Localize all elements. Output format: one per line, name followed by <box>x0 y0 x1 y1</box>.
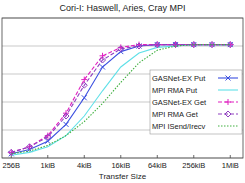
x-tick-label: 256B <box>3 161 21 170</box>
plot-area <box>8 42 233 157</box>
series-marker <box>8 149 14 155</box>
x-tick-label: 1MiB <box>222 161 239 170</box>
x-tick <box>193 155 194 158</box>
series-marker <box>173 42 179 48</box>
x-axis-label: Transfer Size <box>99 172 147 181</box>
series-line <box>11 45 230 156</box>
x-tick <box>84 155 85 158</box>
chart: Cori-I: Haswell, Aries, Cray MPI 256B 1kiB… <box>0 0 245 183</box>
legend-label: GASNet-EX Get <box>152 98 207 107</box>
series-marker <box>82 95 87 100</box>
x-tick-label: 256kiB <box>182 161 205 170</box>
series-marker <box>118 46 124 52</box>
legend-marker <box>225 111 231 117</box>
series-marker <box>100 53 106 59</box>
legend: GASNet-EX Put MPI RMA Put GASNet-EX Get MPI… <box>150 70 242 134</box>
x-tick-label: 16kiB <box>111 161 130 170</box>
legend-label: MPI RMA Get <box>152 110 199 119</box>
legend-label: MPI RMA Put <box>152 86 198 95</box>
legend-label: GASNet-EX Put <box>152 74 206 83</box>
series-marker <box>136 43 142 49</box>
series-line <box>11 45 230 153</box>
legend-box <box>150 70 242 134</box>
x-tick-label: 64kiB <box>148 161 167 170</box>
legend-swatch <box>218 89 238 90</box>
series-line <box>11 45 230 153</box>
x-tick <box>120 155 121 158</box>
series-marker <box>100 57 106 63</box>
series-marker <box>27 144 33 150</box>
title: Cori-I: Haswell, Aries, Cray MPI <box>59 3 185 13</box>
legend-swatch <box>218 113 238 114</box>
series-marker <box>154 42 160 48</box>
x-tick <box>230 155 231 158</box>
legend-marker <box>226 76 231 81</box>
x-tick-label: 4kiB <box>77 161 92 170</box>
series-marker <box>81 82 87 88</box>
series-marker <box>64 122 69 127</box>
legend-label: MPI ISend/Irecv <box>152 122 206 131</box>
series-marker <box>63 113 69 119</box>
legend-swatch <box>218 125 238 126</box>
series-line <box>11 45 230 154</box>
series-marker <box>100 65 105 70</box>
grid-line <box>2 46 243 47</box>
series-marker <box>45 134 51 140</box>
series-line <box>11 45 230 154</box>
legend-marker <box>225 99 231 105</box>
x-tick-label: 1kiB <box>40 161 55 170</box>
x-tick <box>47 155 48 158</box>
plot-frame <box>2 18 243 158</box>
x-tick <box>157 155 158 158</box>
